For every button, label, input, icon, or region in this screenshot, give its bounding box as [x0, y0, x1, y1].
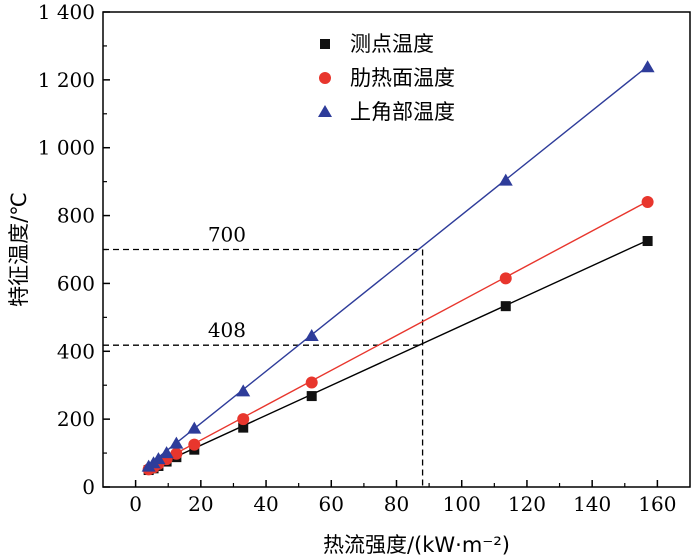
y-tick-label: 800 [57, 204, 95, 228]
data-point [641, 196, 654, 208]
fit-lines [144, 65, 649, 472]
y-tick-label: 1 400 [38, 0, 95, 24]
reference-lines [103, 248, 424, 487]
y-axis-title: 特征温度/℃ [7, 192, 31, 307]
axis-ticks: 0 20 40 60 80 100 120 140 160 0 200 400 600 800 1 000 1… [38, 0, 677, 516]
y-tick-label: 0 [82, 475, 95, 499]
fit-line [145, 200, 648, 471]
reference-value-label: 408 [208, 318, 246, 342]
reference-value-label: 700 [208, 223, 246, 247]
data-point [306, 391, 317, 402]
data-point [188, 438, 201, 451]
data-point [170, 447, 183, 460]
data-point [642, 236, 653, 247]
x-tick-label: 40 [253, 492, 278, 516]
legend-label: 测点温度 [350, 32, 434, 56]
legend-marker [319, 72, 331, 84]
data-point [640, 60, 655, 73]
fit-line [144, 65, 649, 469]
data-point [238, 422, 249, 433]
x-tick-label: 0 [129, 492, 142, 516]
x-tick-label: 20 [188, 492, 213, 516]
y-tick-label: 200 [57, 407, 95, 431]
legend-marker [320, 39, 330, 49]
y-tick-label: 600 [57, 271, 95, 295]
data-markers [141, 60, 655, 476]
data-point [304, 329, 319, 342]
data-point [499, 272, 512, 285]
data-point [151, 452, 166, 465]
x-tick-label: 80 [384, 492, 409, 516]
x-tick-label: 60 [319, 492, 344, 516]
x-tick-label: 100 [443, 492, 481, 516]
data-point [236, 384, 251, 397]
data-point [159, 446, 174, 459]
data-point [169, 436, 184, 449]
annotations: 700 408 [208, 223, 246, 343]
x-axis-title: 热流强度/(kW·m⁻²) [323, 533, 510, 557]
legend-label: 上角部温度 [350, 100, 455, 124]
data-point [498, 173, 513, 186]
data-point [237, 413, 250, 426]
legend-label: 肋热面温度 [350, 66, 455, 90]
y-tick-label: 1 000 [38, 136, 95, 160]
data-point [500, 301, 511, 312]
x-tick-label: 120 [508, 492, 546, 516]
y-tick-label: 400 [57, 339, 95, 363]
data-point [305, 376, 318, 389]
x-tick-label: 160 [638, 492, 676, 516]
y-tick-label: 1 200 [38, 68, 95, 92]
data-point [187, 421, 202, 434]
legend-marker [318, 105, 332, 117]
fit-line [145, 239, 648, 472]
x-tick-label: 140 [573, 492, 611, 516]
